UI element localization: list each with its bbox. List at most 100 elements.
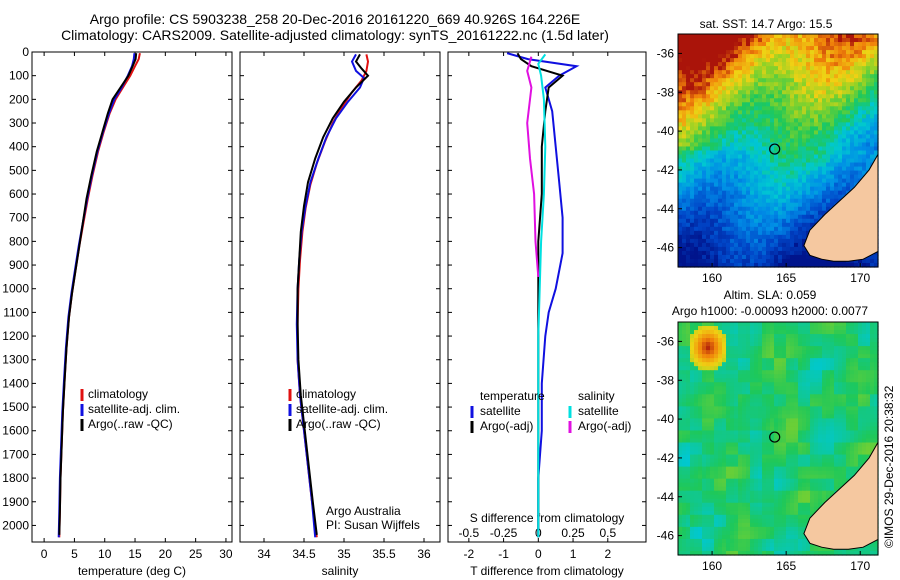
map-cell [782,78,787,83]
map-cell [858,130,863,136]
map-cell [830,334,835,339]
map-cell [686,58,691,63]
map-cell [866,130,871,136]
map-cell [858,446,863,452]
map-cell [746,210,751,216]
map-cell [818,202,823,208]
map-cell [774,374,779,379]
map-cell [702,382,707,387]
map-cell [866,338,871,343]
map-cell [758,402,763,407]
map-cell [694,134,699,140]
map-cell [834,462,839,468]
map-cell [678,262,683,268]
map-cell [678,150,683,156]
map-cell [702,146,707,152]
map-cell [794,394,799,399]
map-cell [734,390,739,395]
map-cell [834,114,839,119]
map-cell [830,362,835,367]
map-cell [818,462,823,468]
map-cell [734,138,739,144]
map-cell [794,390,799,395]
map-cell [866,418,871,424]
map-cell [762,426,767,432]
map-cell [802,122,807,127]
map-cell [694,450,699,456]
map-cell [798,66,803,71]
map-cell [818,402,823,407]
map-cell [702,82,707,87]
map-cell [794,58,799,63]
map-cell [746,186,751,192]
map-cell [730,382,735,387]
map-cell [718,58,723,63]
map-cell [842,438,847,444]
map-cell [706,438,711,444]
map-cell [746,366,751,371]
map-cell [786,122,791,127]
map-cell [830,366,835,371]
map-cell [710,246,715,252]
map-cell [754,170,759,176]
map-cell [742,378,747,383]
map-cell [722,62,727,67]
map-cell [866,350,871,355]
map-cell [862,86,867,91]
map-cell [858,158,863,164]
map-cell [742,338,747,343]
map-cell [694,158,699,164]
map-cell [718,62,723,67]
map-cell [786,378,791,383]
map-cell [802,58,807,63]
map-cell [730,406,735,411]
map-cell [714,358,719,363]
map-cell [722,110,727,115]
map-cell [718,322,723,327]
map-cell [730,234,735,240]
map-cell [726,366,731,371]
map-cell [734,450,739,456]
map-cell [766,326,771,331]
map-cell [774,238,779,244]
map-cell [842,102,847,107]
map-cell [814,406,819,411]
map-cell [818,194,823,200]
map-cell [790,378,795,383]
map-cell [702,374,707,379]
map-cell [690,454,695,460]
map-cell [850,90,855,95]
map-cell [854,434,859,440]
map-cell [726,262,731,268]
map-cell [810,262,815,268]
map-cell [698,426,703,432]
map-cell [754,354,759,359]
map-cell [770,106,775,111]
map-cell [730,206,735,212]
map-cell [862,358,867,363]
map-cell [730,378,735,383]
map-cell [802,118,807,123]
map-cell [870,94,875,99]
map-cell [678,446,683,452]
map-cell [830,402,835,407]
map-cell [718,182,723,188]
map-cell [718,434,723,440]
map-cell [866,146,871,152]
map-cell [810,198,815,204]
map-cell [734,446,739,452]
map-cell [750,42,755,47]
map-cell [690,110,695,115]
map-cell [854,398,859,403]
map-cell [690,438,695,444]
map-cell [814,66,819,71]
map-cell [814,370,819,375]
map-cell [850,422,855,428]
map-cell [746,198,751,204]
map-cell [730,50,735,55]
map-cell [814,382,819,387]
map-cell [702,422,707,428]
map-cell [726,394,731,399]
map-cell [726,422,731,428]
map-cell [826,70,831,75]
